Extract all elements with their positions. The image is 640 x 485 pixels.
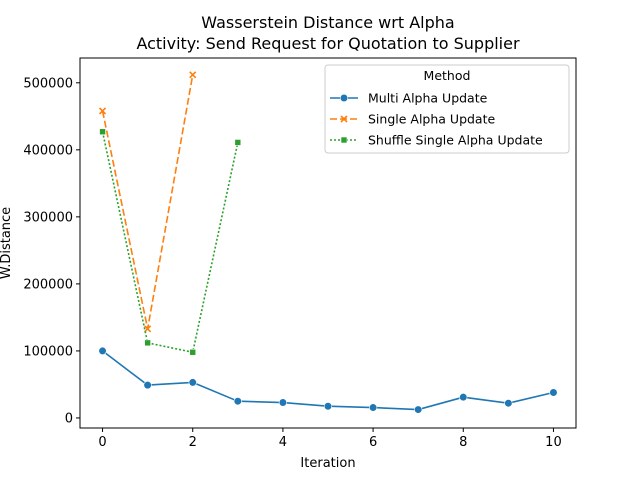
data-point-0-7 <box>414 405 423 414</box>
x-axis-label: Iteration <box>300 456 355 471</box>
data-point-0-8 <box>459 393 468 402</box>
y-tick-label-3: 300000 <box>23 210 73 225</box>
y-tick-label-2: 200000 <box>23 277 73 292</box>
data-point-0-1 <box>143 381 152 390</box>
plot-area <box>98 71 558 414</box>
x-tick-label-2: 4 <box>279 435 287 450</box>
x-tick-label-4: 8 <box>459 435 467 450</box>
x-tick-label-0: 0 <box>98 435 106 450</box>
data-point-2-2 <box>189 348 197 356</box>
data-point-0-4 <box>278 398 288 407</box>
series-line-0 <box>102 350 554 411</box>
legend-swatch-marker-0 <box>339 93 349 103</box>
data-point-0-0 <box>98 346 107 356</box>
legend-swatch-marker-2 <box>340 136 348 144</box>
legend-swatch-marker-1 <box>340 115 348 123</box>
data-point-2-1 <box>144 339 151 347</box>
data-point-2-0 <box>99 128 106 136</box>
data-point-1-2-stroke-b <box>189 71 197 79</box>
y-axis-label: W.Distance <box>0 207 14 279</box>
data-point-1-2 <box>189 71 197 79</box>
y-tick-label-4: 400000 <box>23 143 73 158</box>
legend-title: Method <box>424 68 471 83</box>
data-point-0-10 <box>549 388 558 397</box>
data-point-0-2 <box>188 378 197 387</box>
series-line-1 <box>101 74 194 330</box>
legend-label-2: Shuffle Single Alpha Update <box>368 133 543 148</box>
series-line-2 <box>101 131 239 354</box>
x-tick-label-5: 10 <box>545 435 562 450</box>
legend-label-1: Single Alpha Update <box>368 112 495 127</box>
data-point-1-0 <box>98 107 107 115</box>
y-tick-label-0: 0 <box>65 411 73 426</box>
axis-ticks: 0 2 4 6 8 10 0 100000 200000 300000 400000 500000 <box>23 76 561 450</box>
data-point-0-5 <box>323 402 333 411</box>
chart-subtitle: Activity: Send Request for Quotation to … <box>136 34 520 53</box>
data-point-0-6 <box>368 403 378 412</box>
legend: Method Multi Alpha Update Single Alpha Upd… <box>324 64 570 154</box>
y-tick-label-1: 100000 <box>23 344 73 359</box>
y-tick-label-5: 500000 <box>23 76 73 91</box>
legend-swatch-marker-1-stroke-b <box>340 115 348 123</box>
data-point-2-3 <box>234 139 242 146</box>
x-tick-label-1: 2 <box>189 435 197 450</box>
x-tick-label-3: 6 <box>369 435 377 450</box>
legend-box <box>324 64 570 154</box>
chart-title: Wasserstein Distance wrt Alpha <box>201 13 454 32</box>
data-point-1-0-stroke-b <box>98 107 107 115</box>
legend-label-0: Multi Alpha Update <box>368 91 488 106</box>
data-point-1-1-stroke-b <box>144 325 152 333</box>
data-point-1-1 <box>144 325 152 333</box>
data-point-0-9 <box>504 399 513 408</box>
plot-frame <box>79 57 577 429</box>
data-point-0-3 <box>233 397 242 406</box>
